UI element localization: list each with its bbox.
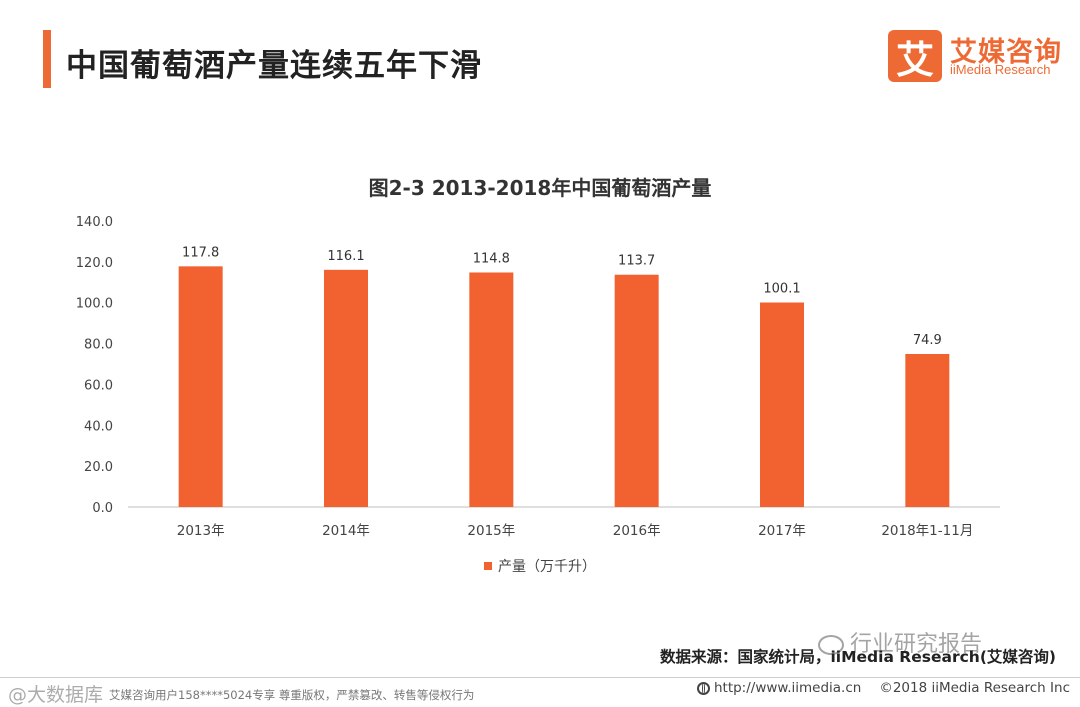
footer-divider	[0, 677, 1080, 678]
x-tick-label: 2017年	[758, 523, 806, 539]
wechat-icon	[818, 635, 844, 655]
footer-notice: @大数据库 艾媒咨询用户158****5024专享 尊重版权，严禁篡改、转售等侵权…	[8, 680, 474, 707]
bar	[614, 274, 659, 507]
y-tick-label: 120.0	[76, 256, 113, 271]
chart-title: 图2-3 2013-2018年中国葡萄酒产量	[368, 176, 712, 200]
y-tick-label: 0.0	[92, 501, 113, 516]
footer-right: http://www.iimedia.cn ©2018 iiMedia Rese…	[696, 680, 1070, 696]
y-tick-label: 40.0	[84, 419, 113, 434]
y-tick-label: 80.0	[84, 338, 113, 353]
bar	[178, 266, 223, 507]
bar	[324, 269, 368, 507]
y-tick-label: 140.0	[76, 215, 113, 230]
globe-icon	[696, 682, 710, 695]
title-accent-bar	[43, 30, 51, 88]
x-tick-label: 2016年	[613, 523, 661, 539]
x-tick-label: 2015年	[467, 523, 515, 539]
bar-value-label: 74.9	[913, 333, 942, 348]
logo-name-en: iiMedia Research	[950, 62, 1051, 77]
data-source: 数据来源：国家统计局，iiMedia Research(艾媒咨询)	[659, 648, 1056, 666]
legend-label: 产量（万千升）	[498, 559, 596, 575]
bar-value-label: 116.1	[327, 249, 364, 264]
x-tick-label: 2013年	[177, 523, 225, 539]
copyright-notice: 艾媒咨询用户158****5024专享 尊重版权，严禁篡改、转售等侵权行为	[109, 688, 475, 702]
logo-mark: 艾	[888, 30, 942, 82]
y-tick-label: 100.0	[76, 297, 113, 312]
page-title: 中国葡萄酒产量连续五年下滑	[66, 48, 482, 84]
x-tick-label: 2014年	[322, 523, 370, 539]
bar-value-label: 114.8	[473, 251, 510, 266]
corner-watermark: @大数据库	[8, 684, 104, 706]
chart-legend: 产量（万千升）	[484, 556, 596, 576]
website-url: http://www.iimedia.cn	[713, 680, 862, 696]
bar-value-label: 100.1	[763, 282, 800, 297]
logo-name-cn: 艾媒咨询	[950, 37, 1062, 68]
bar	[469, 272, 514, 507]
y-tick-label: 60.0	[84, 378, 113, 393]
x-tick-label: 2018年1-11月	[881, 523, 973, 539]
channel-watermark: 行业研究报告	[818, 626, 982, 658]
iimedia-logo: 艾 艾媒咨询 iiMedia Research	[888, 30, 1063, 82]
bar	[760, 302, 804, 507]
bar-value-label: 113.7	[618, 254, 655, 269]
watermark-channel: 行业研究报告	[850, 632, 983, 657]
website-link[interactable]: http://www.iimedia.cn	[696, 680, 862, 696]
y-tick-label: 20.0	[84, 460, 113, 475]
footer-copyright: ©2018 iiMedia Research Inc	[879, 680, 1070, 696]
legend-swatch	[484, 562, 492, 570]
bar-value-label: 117.8	[182, 245, 219, 260]
bar	[905, 353, 950, 507]
